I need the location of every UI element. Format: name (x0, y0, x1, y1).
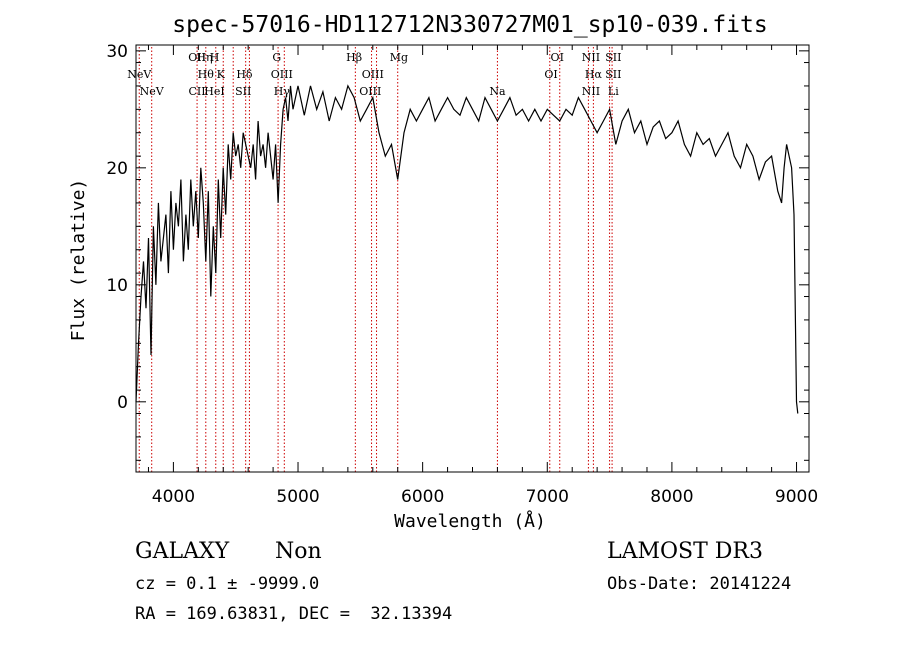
spectrum-line (135, 84, 799, 414)
spectral-line-label: OII (188, 51, 206, 64)
y-tick-label: 20 (106, 159, 128, 179)
spectral-line-label: NeV (140, 85, 165, 98)
y-tick-label: 30 (106, 42, 128, 62)
x-tick-label: 9000 (775, 487, 818, 507)
spectral-line-label: OIII (271, 68, 293, 81)
y-tick-label: 0 (117, 393, 128, 413)
spectral-line-label: Hα (585, 68, 603, 81)
spectral-line-label: Hβ (346, 51, 362, 64)
spectral-line-label: OIII (362, 68, 384, 81)
x-axis-label: Wavelength (Å) (394, 510, 546, 530)
spectral-line-label: OI (551, 51, 564, 64)
spectrum-chart: spec-57016-HD112712N330727M01_sp10-039.f… (68, 12, 818, 530)
spectral-line-label: NII (582, 85, 600, 98)
spectral-line-label: SII (235, 85, 251, 98)
spectral-line-label: Hδ (236, 68, 253, 81)
x-tick-label: 8000 (650, 487, 693, 507)
x-tick-label: 7000 (526, 487, 569, 507)
spectral-line-label: K (217, 68, 226, 81)
spectral-line-label: NII (582, 51, 600, 64)
obs-date: Obs-Date: 20141224 (607, 574, 792, 594)
spectral-line-label: Mg (390, 51, 408, 64)
x-tick-label: 6000 (401, 487, 444, 507)
spectral-line-label: SII (605, 51, 621, 64)
spectral-line-label: OIII (359, 85, 381, 98)
spectral-line-label: Hη (196, 51, 212, 64)
spectral-line-label: HeI (204, 85, 224, 98)
axis-ticks: 4000 5000 6000 7000 8000 9000 0 10 20 30 (106, 42, 818, 507)
spectral-line-label: Li (608, 85, 619, 98)
y-tick-label: 10 (106, 276, 128, 296)
y-axis-label: Flux (relative) (68, 179, 89, 342)
chart-title: spec-57016-HD112712N330727M01_sp10-039.f… (172, 12, 767, 38)
spectral-line-label: Na (489, 85, 506, 98)
x-tick-label: 5000 (276, 487, 319, 507)
spectral-line-label: G (272, 51, 281, 64)
spectral-line-label: SII (605, 68, 621, 81)
spectral-line-label: Hθ (198, 68, 215, 81)
x-tick-label: 4000 (152, 487, 195, 507)
spectral-line-label: CII (189, 85, 206, 98)
spectral-line-label: NeV (127, 68, 152, 81)
spectral-line-markers (138, 47, 613, 472)
survey-label: LAMOST DR3 (607, 539, 763, 564)
coordinates: RA = 169.63831, DEC = 32.13394 (135, 604, 453, 624)
spectral-line-label: OI (544, 68, 557, 81)
class-label: GALAXY (135, 539, 230, 564)
cz-value: cz = 0.1 ± -9999.0 (135, 574, 320, 594)
spectral-line-label: Hγ (274, 85, 291, 98)
spectral-line-label: H (210, 51, 220, 64)
subclass-label: Non (275, 539, 322, 564)
